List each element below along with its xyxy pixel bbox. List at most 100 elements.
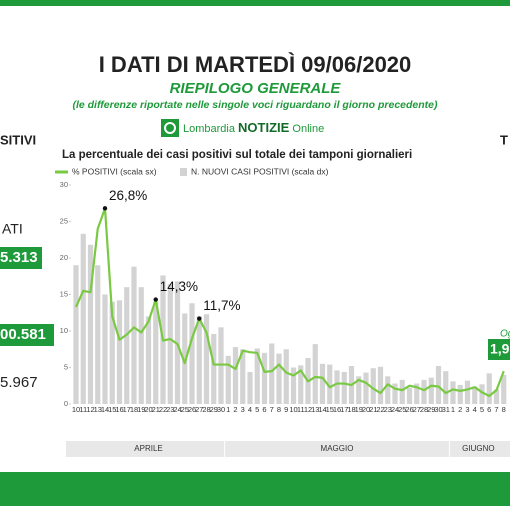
bar xyxy=(261,352,268,404)
bar xyxy=(203,314,210,404)
bar xyxy=(225,355,231,404)
plot: % POSITIVI (scala sx) N. NUOVI CASI POSIT… xyxy=(55,166,510,457)
left-box-value: 00.581 xyxy=(0,326,46,343)
left-value: 5.967 xyxy=(0,374,38,391)
data-label: 11,7% xyxy=(203,298,240,313)
y-tick-label: 5 xyxy=(64,362,68,371)
x-tick-label: 24 xyxy=(391,405,399,414)
x-tick-label: 29 xyxy=(427,405,435,414)
x-tick-label: 3 xyxy=(465,405,469,414)
bar xyxy=(312,344,318,404)
bar xyxy=(399,379,405,404)
bar xyxy=(116,300,123,404)
bar xyxy=(95,265,101,404)
bar xyxy=(153,301,159,404)
x-tick-label: 24 xyxy=(173,405,181,414)
point xyxy=(197,316,202,321)
x-tick-label: 18 xyxy=(347,405,355,414)
bar xyxy=(341,371,347,404)
x-tick-label: 16 xyxy=(115,405,123,414)
bar xyxy=(472,386,478,404)
x-tick-label: 5 xyxy=(480,405,484,414)
x-tick-label: 7 xyxy=(494,405,498,414)
x-tick-label: 9 xyxy=(284,405,288,414)
chart-title: La percentuale dei casi positivi sul tot… xyxy=(62,149,412,161)
bar xyxy=(377,366,384,404)
x-tick-label: 10 xyxy=(289,405,297,414)
x-tick-label: 1 xyxy=(226,405,230,414)
x-tick-label: 12 xyxy=(304,405,312,414)
right-label: Og xyxy=(500,329,510,340)
month-label: APRILE xyxy=(134,444,162,453)
x-tick-label: 22 xyxy=(376,405,384,414)
bar xyxy=(298,365,304,404)
x-tick-label: 26 xyxy=(405,405,413,414)
x-tick-label: 4 xyxy=(248,405,252,414)
x-tick-label: 15 xyxy=(108,405,116,414)
x-tick-label: 28 xyxy=(420,405,428,414)
bar xyxy=(167,284,173,404)
bar xyxy=(80,233,86,404)
x-tick-label: 30 xyxy=(217,405,225,414)
logo-flower xyxy=(164,122,176,134)
x-tick-label: 2 xyxy=(233,405,237,414)
x-tick-label: 8 xyxy=(277,405,281,414)
x-tick-label: 20 xyxy=(144,405,152,414)
bar xyxy=(428,377,434,404)
y-tick-label: 30 xyxy=(60,180,68,189)
x-tick-label: 25 xyxy=(181,405,189,414)
page-subtitle: RIEPILOGO GENERALE xyxy=(170,80,342,97)
bar xyxy=(124,287,130,404)
legend-label: % POSITIVI (scala sx) xyxy=(72,166,157,176)
y-tick-label: 0 xyxy=(64,399,68,408)
x-tick-label: 23 xyxy=(166,405,174,414)
x-tick-label: 7 xyxy=(270,405,274,414)
left-label: ATI xyxy=(2,221,23,237)
point xyxy=(102,206,108,211)
x-tick-label: 14 xyxy=(318,405,326,414)
bar xyxy=(87,244,94,404)
y-tick-label: 10 xyxy=(60,326,68,335)
bar xyxy=(211,333,217,404)
x-tick-label: 13 xyxy=(94,405,102,414)
point xyxy=(153,297,158,302)
x-tick-label: 14 xyxy=(101,405,109,414)
bar xyxy=(457,385,463,404)
bar xyxy=(232,347,239,404)
bar xyxy=(102,294,108,404)
x-tick-label: 25 xyxy=(398,405,406,414)
x-tick-label: 20 xyxy=(362,405,370,414)
x-tick-label: 6 xyxy=(262,405,266,414)
bar xyxy=(196,316,202,404)
month-label: MAGGIO xyxy=(321,444,354,453)
x-tick-label: 19 xyxy=(137,405,145,414)
x-tick-label: 22 xyxy=(159,405,167,414)
x-tick-label: 17 xyxy=(340,405,348,414)
bar xyxy=(319,363,326,404)
x-tick-label: 21 xyxy=(152,405,160,414)
legend-label: N. NUOVI CASI POSITIVI (scala dx) xyxy=(191,166,329,176)
x-tick-label: 11 xyxy=(79,405,87,414)
logo-icon xyxy=(161,119,179,137)
bar xyxy=(493,389,500,404)
x-tick-label: 2 xyxy=(458,405,462,414)
right-box xyxy=(488,339,510,360)
bar xyxy=(174,281,181,404)
bar xyxy=(290,367,297,404)
bar xyxy=(283,349,289,404)
y-tick-label: 25 xyxy=(60,216,68,225)
x-tick-label: 5 xyxy=(255,405,259,414)
bar xyxy=(392,383,398,404)
top-band xyxy=(0,0,510,6)
x-tick-label: 27 xyxy=(195,405,203,414)
y-tick-label: 20 xyxy=(60,253,68,262)
x-tick-label: 17 xyxy=(123,405,131,414)
x-tick-label: 10 xyxy=(72,405,80,414)
bar xyxy=(501,374,507,404)
right-box-value: 1,9 xyxy=(490,341,510,357)
left-box-value: 5.313 xyxy=(0,249,38,266)
bar xyxy=(240,349,246,404)
left-heading: SITIVI xyxy=(0,132,36,147)
x-tick-label: 4 xyxy=(473,405,477,414)
